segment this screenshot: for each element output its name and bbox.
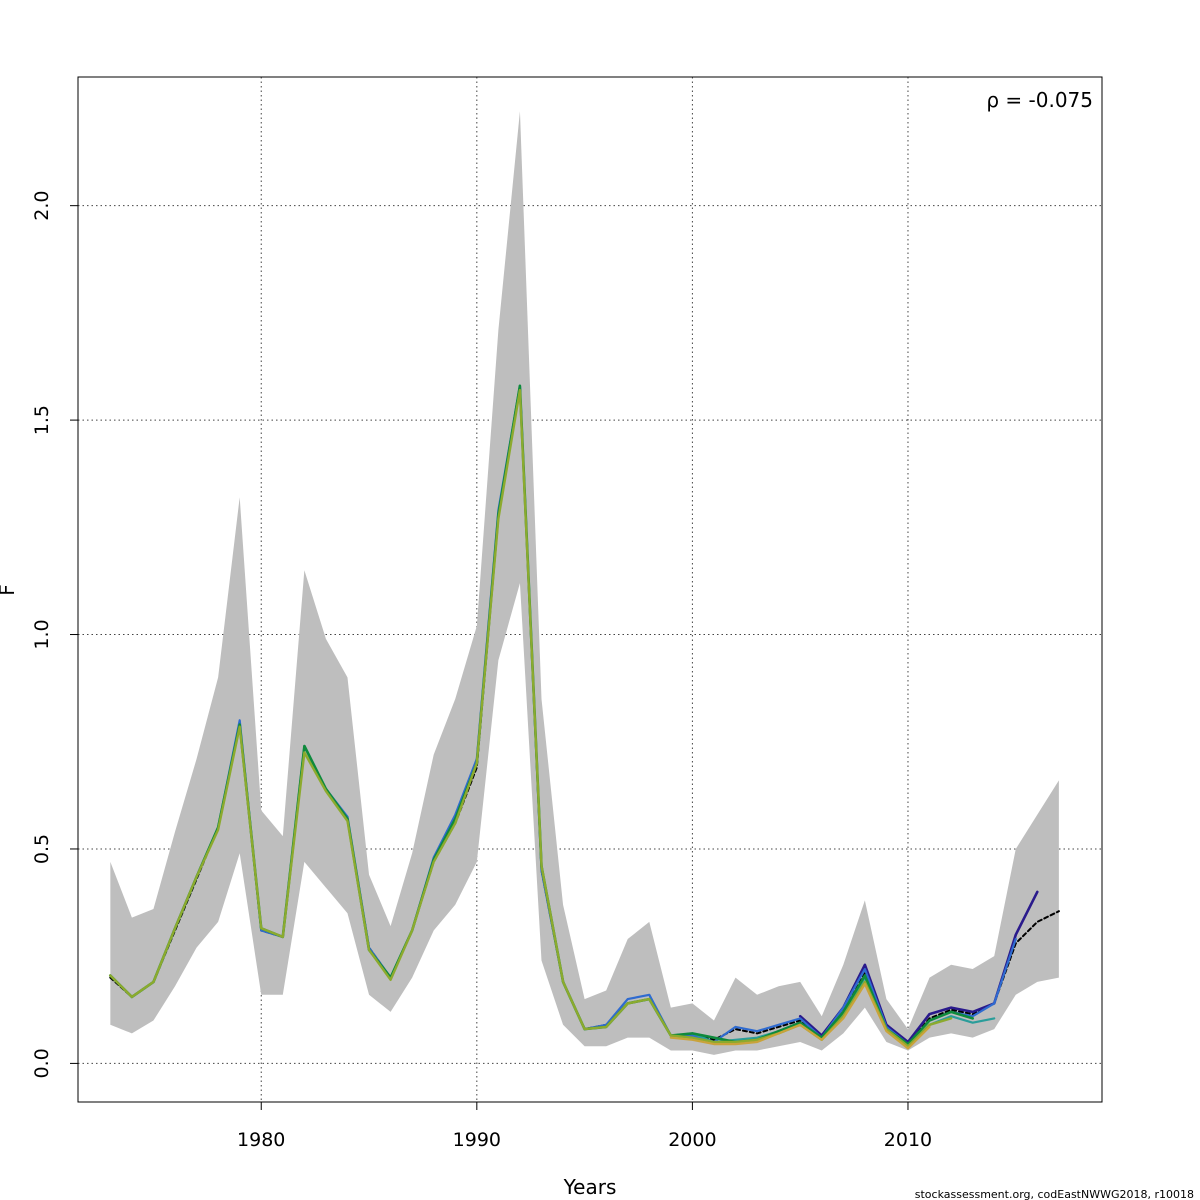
y-tick-label: 1.5 xyxy=(31,405,53,435)
x-tick-label: 1980 xyxy=(237,1129,285,1151)
x-axis-title: Years xyxy=(563,1175,617,1199)
confidence-band xyxy=(110,111,1059,1055)
y-tick-label: 0.5 xyxy=(31,834,53,864)
x-tick-label: 2000 xyxy=(668,1129,716,1151)
confidence-band-layer xyxy=(110,111,1059,1055)
series-layer xyxy=(109,384,1060,1050)
axis-ticks: 1980 1990 2000 2010 0.0 0.5 1.0 1.5 2.0 xyxy=(31,191,932,1151)
x-tick-label: 2010 xyxy=(884,1129,932,1151)
y-axis-title: F xyxy=(0,584,19,596)
rho-annotation: ρ = -0.075 xyxy=(986,88,1093,112)
plot-frame xyxy=(77,76,1103,1103)
source-credit: stockassessment.org, codEastNWWG2018, r1… xyxy=(915,1188,1194,1200)
y-tick-label: 2.0 xyxy=(31,191,53,221)
y-tick-label: 1.0 xyxy=(31,619,53,649)
y-tick-label: 0.0 xyxy=(31,1048,53,1078)
series-line-peel-6 xyxy=(669,983,931,1050)
x-tick-label: 1990 xyxy=(453,1129,501,1151)
